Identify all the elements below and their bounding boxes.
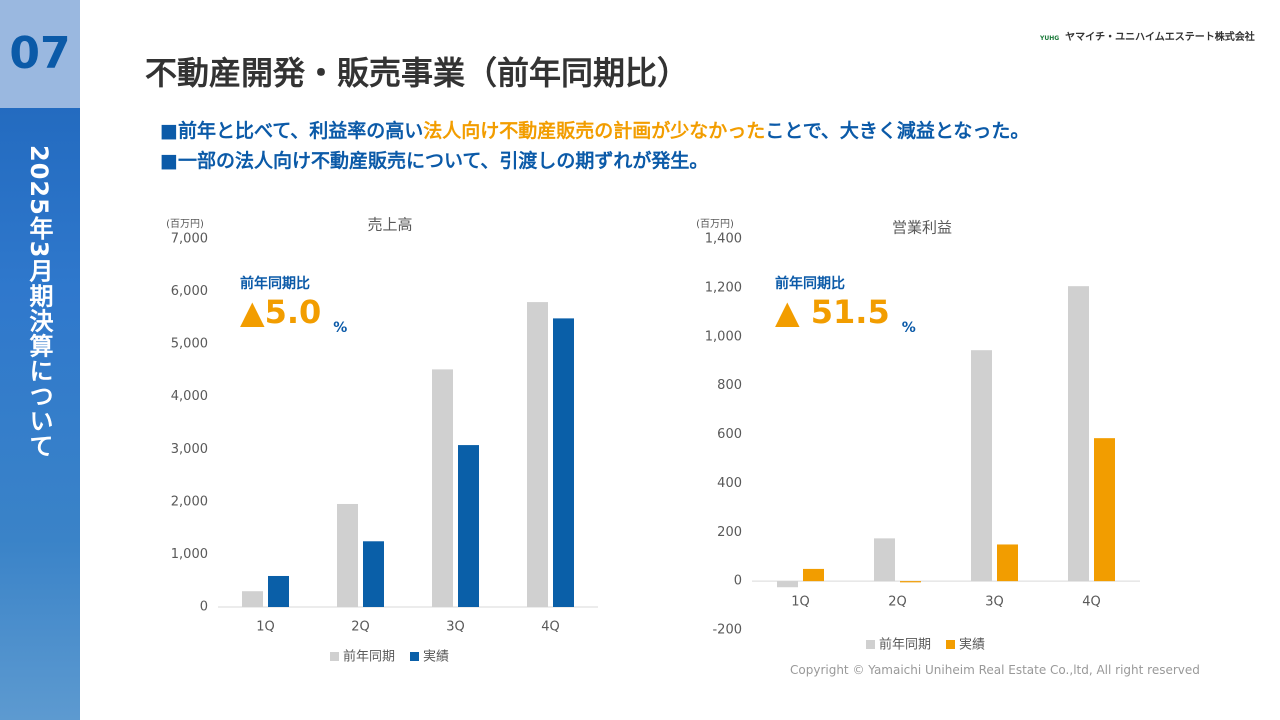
- bullet-text: ■一部の法人向け不動産販売について、引渡しの期ずれが発生。: [160, 150, 709, 172]
- legend-swatch: [866, 640, 875, 649]
- bar: [553, 318, 574, 607]
- y-tick-label: 6,000: [171, 284, 208, 299]
- copyright: Copyright © Yamaichi Uniheim Real Estate…: [790, 663, 1200, 677]
- bar: [268, 575, 289, 607]
- logo-mark: YUHG: [1040, 35, 1060, 42]
- x-tick-label: 1Q: [256, 620, 275, 635]
- legend-swatch: [410, 652, 419, 661]
- bullet-highlight: 法人向け不動産販売の計画が少なかった: [423, 120, 766, 142]
- y-tick-label: -200: [712, 623, 742, 638]
- y-tick-label: 5,000: [171, 337, 208, 352]
- bar: [874, 538, 895, 582]
- bar: [527, 302, 548, 607]
- legend-swatch: [330, 652, 339, 661]
- y-tick-label: 1,000: [705, 329, 742, 344]
- bar: [997, 544, 1018, 582]
- section-number: 07: [0, 0, 80, 108]
- y-tick-label: 2,000: [171, 494, 208, 509]
- annotation-unit: %: [902, 320, 916, 336]
- y-tick-label: 1,000: [171, 547, 208, 562]
- annotation-label: 前年同期比: [240, 275, 310, 292]
- bar: [971, 350, 992, 582]
- sidebar: 07 2025年3月期決算について: [0, 0, 80, 720]
- bar: [432, 369, 453, 607]
- bar: [777, 581, 798, 588]
- x-tick-label: 2Q: [351, 620, 370, 635]
- legend-label: 前年同期: [879, 637, 931, 653]
- y-tick-label: 200: [717, 525, 742, 540]
- bar: [1094, 438, 1115, 582]
- bar: [1068, 286, 1089, 582]
- y-tick-label: 0: [734, 574, 742, 589]
- legend-label: 実績: [423, 649, 449, 665]
- annotation-value: ▲5.0: [240, 293, 321, 331]
- y-tick-label: 600: [717, 427, 742, 442]
- x-tick-label: 4Q: [541, 620, 560, 635]
- x-tick-label: 2Q: [888, 595, 907, 610]
- y-tick-label: 1,400: [705, 232, 742, 247]
- bullet: ■一部の法人向け不動産販売について、引渡しの期ずれが発生。: [160, 146, 708, 173]
- legend-label: 実績: [959, 637, 985, 653]
- bar: [242, 591, 263, 607]
- y-tick-label: 3,000: [171, 442, 208, 457]
- x-tick-label: 1Q: [791, 595, 810, 610]
- x-tick-label: 4Q: [1082, 595, 1101, 610]
- y-tick-label: 800: [717, 378, 742, 393]
- y-tick-label: 400: [717, 476, 742, 491]
- unit-label: (百万円): [166, 218, 204, 230]
- side-title: 2025年3月期決算について: [25, 145, 53, 459]
- slide-title: 不動産開発・販売事業（前年同期比）: [145, 54, 690, 92]
- annotation-unit: %: [333, 320, 347, 336]
- bar: [458, 445, 479, 607]
- legend-swatch: [946, 640, 955, 649]
- x-tick-label: 3Q: [985, 595, 1004, 610]
- annotation-label: 前年同期比: [775, 275, 845, 292]
- y-tick-label: 0: [200, 600, 208, 615]
- bar: [803, 568, 824, 582]
- bullet-text: ■前年と比べて、利益率の高い: [160, 120, 424, 142]
- x-tick-label: 3Q: [446, 620, 465, 635]
- y-tick-label: 1,200: [705, 280, 742, 295]
- chart-title: 売上高: [367, 216, 412, 234]
- bullet: ■前年と比べて、利益率の高い法人向け不動産販売の計画が少なかったことで、大きく減…: [160, 116, 1029, 143]
- bar: [900, 581, 921, 583]
- legend-label: 前年同期: [343, 649, 395, 665]
- unit-label: (百万円): [696, 218, 734, 230]
- y-tick-label: 4,000: [171, 389, 208, 404]
- y-tick-label: 7,000: [171, 232, 208, 247]
- bar: [363, 541, 384, 607]
- company-name: ヤマイチ・ユニハイムエステート株式会社: [1065, 32, 1255, 43]
- annotation-value: ▲ 51.5: [775, 293, 890, 331]
- chart-title: 営業利益: [892, 219, 952, 237]
- logo: YUHG ヤマイチ・ユニハイムエステート株式会社: [1040, 28, 1255, 43]
- bullet-text: ことで、大きく減益となった。: [765, 120, 1030, 142]
- bar: [337, 503, 358, 607]
